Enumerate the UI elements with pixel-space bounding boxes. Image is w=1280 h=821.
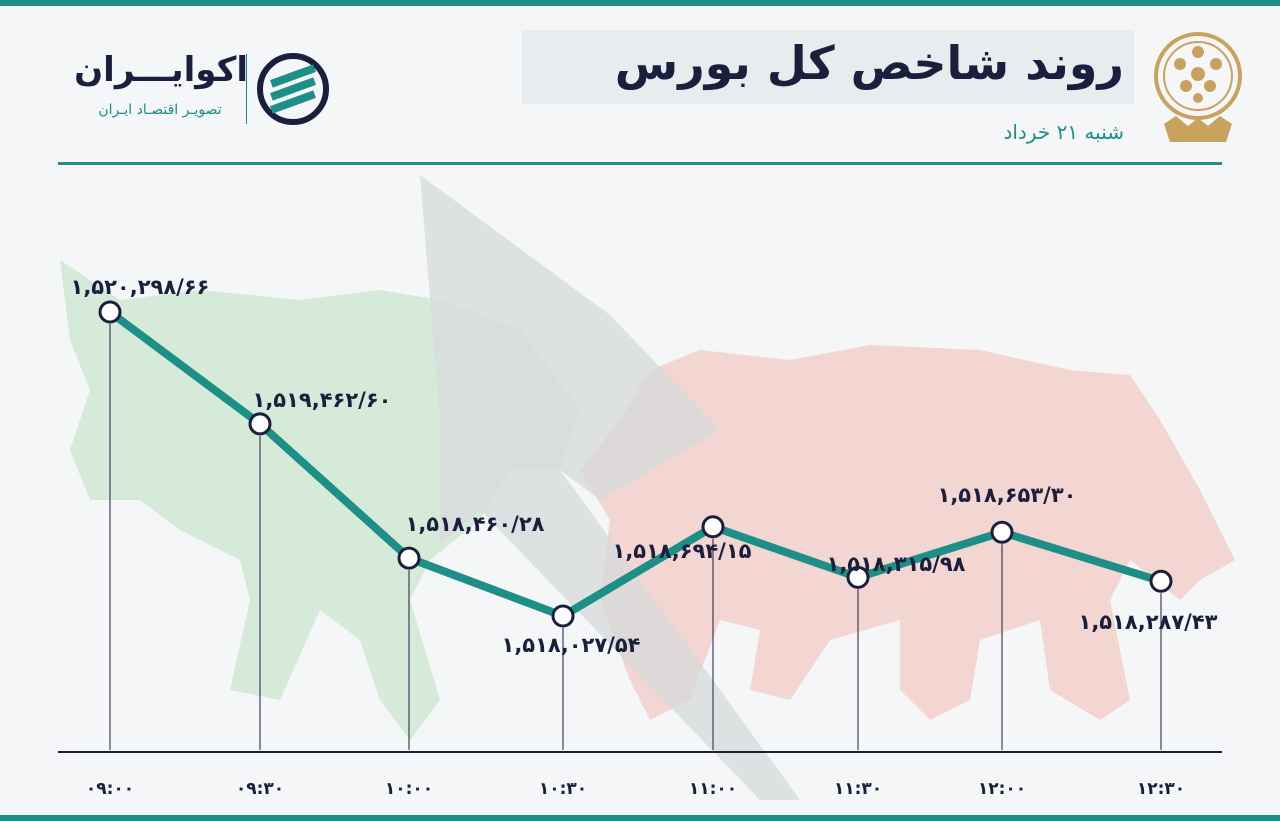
ecoiran-logo-icon: [257, 53, 329, 125]
brand-name: اکوایـــران: [74, 50, 248, 90]
x-tick-label: ۱۰:۰۰: [385, 779, 433, 799]
top-accent-bar: [0, 0, 1280, 6]
data-label: ۱,۵۱۸,۶۹۴/۱۵: [613, 539, 752, 563]
data-point: [397, 546, 421, 570]
header-divider: [58, 162, 1222, 165]
x-tick-label: ۱۲:۳۰: [1137, 779, 1185, 799]
x-tick-label: ۰۹:۰۰: [86, 779, 134, 799]
data-label: ۱,۵۱۸,۳۱۵/۹۸: [827, 552, 966, 576]
data-points: [98, 300, 1173, 628]
data-point: [1149, 569, 1173, 593]
background-illustration: [60, 175, 1235, 800]
stock-exchange-emblem-icon: [1154, 32, 1242, 142]
data-label: ۱,۵۱۸,۲۸۷/۴۳: [1079, 610, 1218, 634]
x-tick-label: ۱۲:۰۰: [978, 779, 1026, 799]
down-arrow: [420, 175, 800, 800]
data-point: [846, 565, 870, 589]
data-label: ۱,۵۱۹,۴۶۲/۶۰: [253, 388, 392, 412]
data-point: [551, 604, 575, 628]
data-point: [990, 520, 1014, 544]
bear-silhouette: [580, 345, 1235, 720]
brand-tagline: تصویـر اقتصـاد ایـران: [98, 102, 222, 118]
x-tick-labels: ۰۹:۰۰ ۰۹:۳۰ ۱۰:۰۰ ۱۰:۳۰ ۱۱:۰۰ ۱۱:۳۰ ۱۲:۰۰ ۱۲:۳۰: [86, 779, 1185, 799]
page-title: روند شاخص کل بورس: [614, 36, 1124, 90]
x-tick-label: ۱۱:۰۰: [689, 779, 737, 799]
data-point: [248, 412, 272, 436]
data-label: ۱,۵۲۰,۲۹۸/۶۶: [71, 275, 210, 299]
brand-logo: اکوایـــران تصویـر اقتصـاد ایـران: [60, 40, 335, 140]
data-point: [701, 515, 725, 539]
data-label: ۱,۵۱۸,۰۲۷/۵۴: [502, 633, 641, 657]
bottom-accent-bar: [0, 815, 1280, 821]
x-tick-label: ۱۱:۳۰: [834, 779, 882, 799]
brand-divider: [246, 54, 247, 124]
x-tick-label: ۱۰:۳۰: [539, 779, 587, 799]
x-tick-label: ۰۹:۳۰: [236, 779, 284, 799]
series-line: [106, 308, 1165, 620]
title-background: [522, 30, 1134, 104]
drop-lines: [109, 324, 1162, 750]
page-subtitle: شنبه ۲۱ خرداد: [1003, 120, 1124, 144]
data-point: [98, 300, 122, 324]
data-labels: ۱,۵۲۰,۲۹۸/۶۶ ۱,۵۱۹,۴۶۲/۶۰ ۱,۵۱۸,۴۶۰/۲۸ ۱,۵۱…: [71, 275, 1218, 657]
data-label: ۱,۵۱۸,۶۵۳/۳۰: [938, 483, 1077, 507]
data-label: ۱,۵۱۸,۴۶۰/۲۸: [406, 512, 545, 536]
